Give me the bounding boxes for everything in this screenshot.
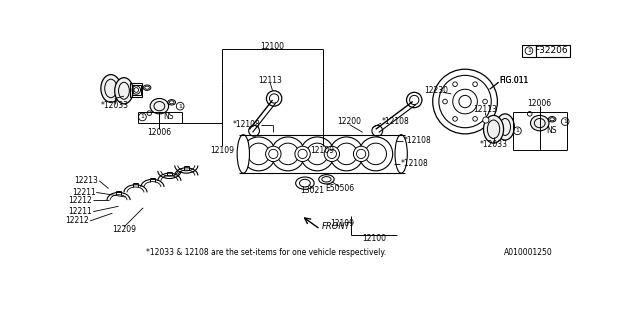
Circle shape [330,137,364,171]
Ellipse shape [484,116,504,143]
Circle shape [433,69,497,134]
Text: *12108: *12108 [403,136,431,145]
Circle shape [353,146,369,162]
Circle shape [561,118,569,125]
Ellipse shape [496,114,515,140]
Ellipse shape [237,135,250,173]
Circle shape [139,113,147,121]
Bar [130,83,143,97]
Circle shape [271,137,305,171]
Circle shape [324,146,340,162]
Ellipse shape [150,99,168,114]
Text: *12108: *12108 [382,117,410,126]
Text: 12212: 12212 [68,196,92,204]
Text: 12100: 12100 [260,42,284,51]
Text: E50506: E50506 [325,184,354,193]
Circle shape [176,102,184,110]
Circle shape [295,146,310,162]
Text: 12213: 12213 [75,176,99,185]
Text: 12100: 12100 [362,234,386,243]
Text: 12212: 12212 [65,216,90,225]
Text: *12108: *12108 [401,159,429,168]
Circle shape [513,127,521,135]
Circle shape [406,92,422,108]
Text: 12109: 12109 [310,146,335,155]
Text: 12109: 12109 [330,219,354,228]
Circle shape [266,146,281,162]
Circle shape [242,137,276,171]
Text: 1: 1 [563,119,567,124]
Circle shape [249,125,259,136]
Text: FIG.011: FIG.011 [500,76,529,85]
Text: *12108: *12108 [232,120,260,129]
Ellipse shape [319,175,334,184]
Bar [132,84,141,95]
Text: 12211: 12211 [72,188,95,197]
Ellipse shape [101,75,121,102]
Text: A010001250: A010001250 [504,248,552,257]
Text: 1: 1 [141,115,145,119]
Text: 12113: 12113 [473,105,497,114]
Text: 12006: 12006 [147,128,172,137]
Ellipse shape [296,177,314,189]
Text: 1: 1 [515,128,519,133]
Text: 12211: 12211 [68,207,92,216]
Ellipse shape [395,135,407,173]
Ellipse shape [531,116,549,131]
Circle shape [483,117,489,123]
Text: FRONT: FRONT [322,222,351,231]
Text: FIG.011: FIG.011 [500,76,529,85]
Text: 12113: 12113 [259,76,282,85]
Text: NS: NS [163,112,174,121]
Circle shape [300,137,334,171]
Circle shape [359,137,393,171]
Circle shape [525,47,533,55]
Text: 13021: 13021 [301,186,324,195]
Circle shape [372,125,383,136]
Text: 12200: 12200 [337,117,362,126]
Text: 12006: 12006 [528,99,552,108]
Bar [522,44,570,57]
Text: 1: 1 [527,48,531,53]
Text: *12033: *12033 [479,140,508,149]
Text: 1: 1 [178,104,182,109]
Text: NS: NS [546,126,557,135]
Text: F32206: F32206 [534,46,568,55]
Ellipse shape [115,78,133,104]
Text: 12209: 12209 [112,225,136,234]
Text: *12033: *12033 [100,101,129,110]
Text: *12033 & 12108 are the set-items for one vehicle respectively.: *12033 & 12108 are the set-items for one… [147,248,387,257]
Circle shape [266,91,282,106]
Text: 12230: 12230 [424,86,448,95]
Text: 12109: 12109 [210,146,234,155]
